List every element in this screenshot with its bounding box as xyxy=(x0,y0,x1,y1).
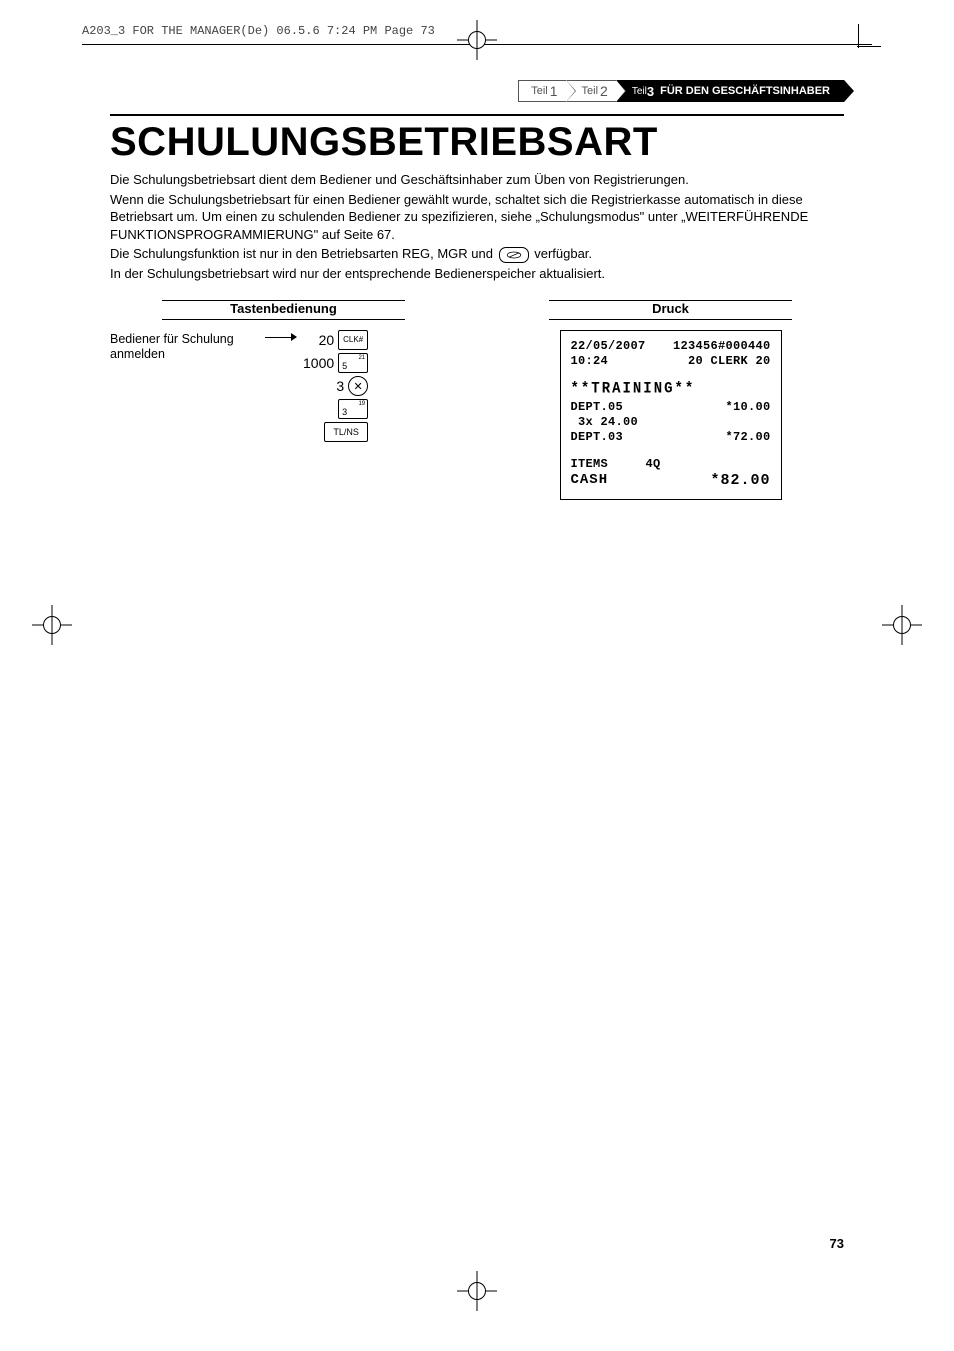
heading-top-rule xyxy=(110,114,844,116)
page-title: SCHULUNGSBETRIEBSART xyxy=(110,120,844,165)
arrow-icon xyxy=(265,330,297,344)
entry-number: 20 xyxy=(319,332,335,348)
intro-p1: Die Schulungsbetriebsart dient dem Bedie… xyxy=(110,171,844,189)
key-dept5: 5 21 xyxy=(338,353,368,373)
registration-mark-bottom xyxy=(457,1271,497,1311)
key-sequence: 20 CLK# 1000 5 21 3 ✕ xyxy=(303,330,368,442)
tab-prefix: Teil xyxy=(632,86,647,97)
tab-num: 1 xyxy=(550,83,558,99)
page-content: Teil1 Teil2 Teil3 FÜR DEN GESCHÄFTSINHAB… xyxy=(110,80,844,500)
keyop-label: Bediener für Schulung anmelden xyxy=(110,330,265,361)
print-column: Druck 22/05/2007123456#000440 10:2420 CL… xyxy=(497,300,844,499)
tab-teil1: Teil1 xyxy=(518,80,565,102)
intro-p4: In der Schulungsbetriebsart wird nur der… xyxy=(110,265,844,283)
key-row: 1000 5 21 xyxy=(303,353,368,373)
tab-num: 2 xyxy=(600,83,608,99)
key-multiply: ✕ xyxy=(348,376,368,396)
receipt-line: 10:2420 CLERK 20 xyxy=(571,354,771,369)
tab-num: 3 xyxy=(647,84,654,99)
key-row: 3 ✕ xyxy=(336,376,368,396)
receipt-sample: 22/05/2007123456#000440 10:2420 CLERK 20… xyxy=(560,330,782,499)
tab-label: FÜR DEN GESCHÄFTSINHABER xyxy=(660,85,830,97)
tab-teil3-active: Teil3 FÜR DEN GESCHÄFTSINHABER xyxy=(616,80,844,102)
receipt-line: 22/05/2007123456#000440 xyxy=(571,339,771,354)
receipt-line: ITEMS 4Q xyxy=(571,457,771,472)
col-heading-right: Druck xyxy=(549,301,792,319)
receipt-line: 3x 24.00 xyxy=(571,415,771,430)
section-tabs: Teil1 Teil2 Teil3 FÜR DEN GESCHÄFTSINHAB… xyxy=(110,80,844,102)
key-clk: CLK# xyxy=(338,330,368,350)
intro-p2: Wenn die Schulungsbetriebsart für einen … xyxy=(110,191,844,244)
registration-mark-right xyxy=(882,605,922,645)
page-number: 73 xyxy=(830,1236,844,1251)
registration-mark-top xyxy=(457,20,497,60)
key-operation: Bediener für Schulung anmelden 20 CLK# 1… xyxy=(110,330,457,442)
example-columns: Tastenbedienung Bediener für Schulung an… xyxy=(110,300,844,499)
key-row: 20 CLK# xyxy=(319,330,369,350)
key-dept3: 3 19 xyxy=(338,399,368,419)
intro-text: Die Schulungsbetriebsart dient dem Bedie… xyxy=(110,171,844,282)
col-heading-left: Tastenbedienung xyxy=(162,301,405,319)
receipt-training-banner: **TRAINING** xyxy=(571,380,771,400)
crop-mark xyxy=(857,46,881,47)
key-row: TL/NS xyxy=(324,422,368,442)
receipt-cash-line: CASH*82.00 xyxy=(571,472,771,491)
registration-mark-left xyxy=(32,605,72,645)
intro-p3: Die Schulungsfunktion ist nur in den Bet… xyxy=(110,245,844,263)
key-operation-column: Tastenbedienung Bediener für Schulung an… xyxy=(110,300,457,442)
crop-mark xyxy=(858,24,859,48)
key-tlns: TL/NS xyxy=(324,422,368,442)
receipt-line: DEPT.03*72.00 xyxy=(571,430,771,445)
entry-number: 3 xyxy=(336,378,344,394)
entry-number: 1000 xyxy=(303,355,334,371)
key-row: 3 19 xyxy=(338,399,368,419)
void-mode-icon xyxy=(499,247,529,263)
tab-prefix: Teil xyxy=(582,85,599,97)
receipt-line: DEPT.05*10.00 xyxy=(571,400,771,415)
tab-prefix: Teil xyxy=(531,85,548,97)
slug-text: A203_3 FOR THE MANAGER(De) 06.5.6 7:24 P… xyxy=(82,24,435,38)
